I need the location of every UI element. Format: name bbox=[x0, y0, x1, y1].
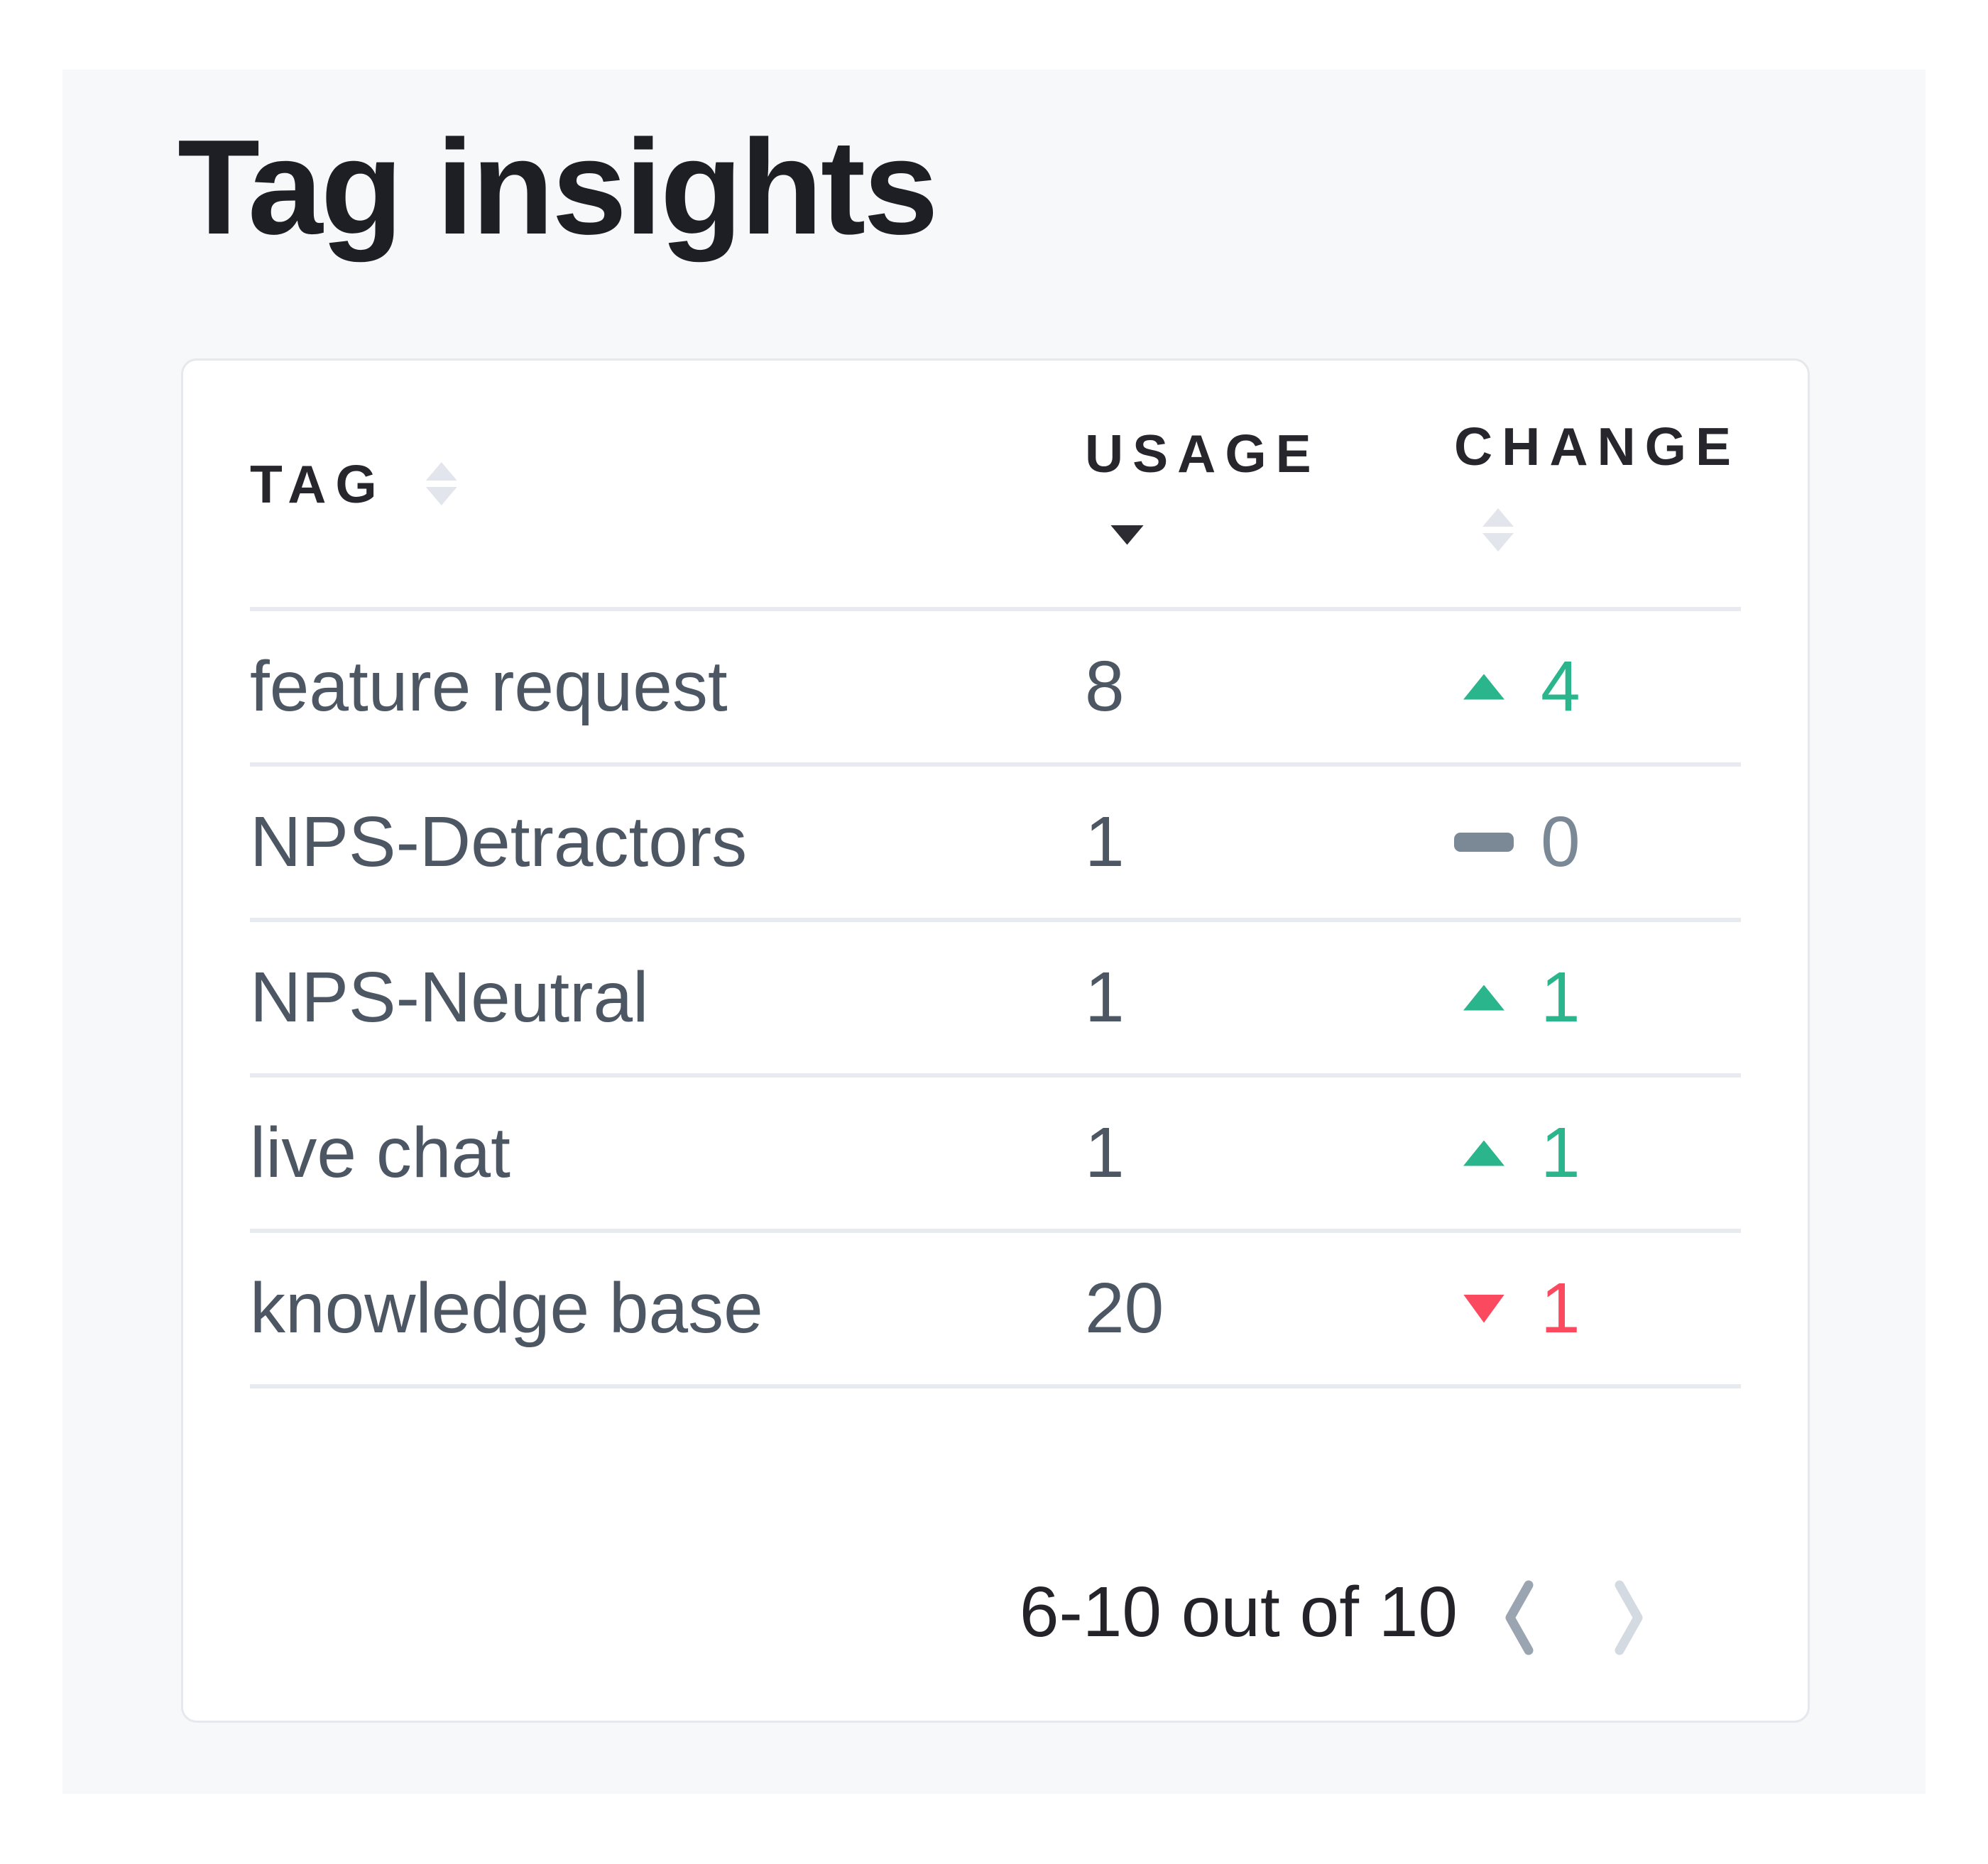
pagination: 6-10 out of 10 bbox=[1020, 1566, 1646, 1659]
table-row: feature request 8 4 bbox=[250, 607, 1741, 762]
change-direction-icon bbox=[1454, 985, 1514, 1011]
column-header-tag[interactable]: TAG bbox=[250, 361, 1085, 607]
table-row: knowledge base 20 1 bbox=[250, 1229, 1741, 1384]
table-row: NPS-Detractors 1 0 bbox=[250, 762, 1741, 918]
change-value: 1 bbox=[1541, 1268, 1580, 1348]
pagination-prev-button[interactable] bbox=[1502, 1579, 1537, 1659]
column-header-tag-label: TAG bbox=[250, 454, 386, 514]
change-cell: 4 bbox=[1454, 646, 1741, 728]
chevron-right-icon bbox=[1611, 1579, 1646, 1659]
usage-value: 1 bbox=[1085, 958, 1125, 1037]
table-footer: 6-10 out of 10 bbox=[250, 1384, 1741, 1721]
change-cell: 0 bbox=[1454, 801, 1741, 883]
tag-name: NPS-Neutral bbox=[250, 958, 649, 1037]
column-header-change-label: CHANGE bbox=[1454, 417, 1741, 476]
change-direction-icon bbox=[1454, 833, 1514, 852]
change-cell: 1 bbox=[1454, 1112, 1741, 1194]
table-row: NPS-Neutral 1 1 bbox=[250, 918, 1741, 1073]
usage-value: 20 bbox=[1085, 1268, 1164, 1348]
change-value: 1 bbox=[1541, 958, 1580, 1037]
sort-desc-icon bbox=[1110, 525, 1144, 545]
tag-insights-card: TAG USAGE CHANGE feature request 8 4 bbox=[181, 358, 1810, 1723]
sort-updown-icon bbox=[1482, 508, 1741, 552]
change-value: 4 bbox=[1541, 647, 1580, 726]
chevron-left-icon bbox=[1502, 1579, 1537, 1659]
column-header-usage[interactable]: USAGE bbox=[1085, 361, 1454, 607]
tag-name: feature request bbox=[250, 647, 728, 726]
change-direction-icon bbox=[1454, 674, 1514, 700]
tag-name: NPS-Detractors bbox=[250, 802, 748, 882]
change-cell: 1 bbox=[1454, 957, 1741, 1038]
usage-value: 8 bbox=[1085, 647, 1125, 726]
usage-value: 1 bbox=[1085, 1113, 1125, 1193]
change-direction-icon bbox=[1454, 1294, 1514, 1323]
pagination-range-label: 6-10 out of 10 bbox=[1019, 1572, 1458, 1652]
change-value: 0 bbox=[1541, 802, 1580, 882]
tag-name: live chat bbox=[250, 1113, 510, 1193]
change-direction-icon bbox=[1454, 1140, 1514, 1166]
change-cell: 1 bbox=[1454, 1268, 1741, 1349]
pagination-next-button[interactable] bbox=[1611, 1579, 1646, 1659]
column-header-usage-label: USAGE bbox=[1085, 423, 1321, 483]
tag-name: knowledge base bbox=[250, 1268, 763, 1348]
column-header-change[interactable]: CHANGE bbox=[1454, 361, 1741, 607]
tag-insights-panel: Tag insights TAG USAGE CHANGE feature re… bbox=[62, 70, 1926, 1794]
sort-updown-icon bbox=[425, 462, 457, 505]
usage-value: 1 bbox=[1085, 802, 1125, 882]
change-value: 1 bbox=[1541, 1113, 1580, 1193]
page-title: Tag insights bbox=[178, 112, 939, 263]
table-header: TAG USAGE CHANGE bbox=[250, 361, 1741, 607]
table-row: live chat 1 1 bbox=[250, 1073, 1741, 1229]
